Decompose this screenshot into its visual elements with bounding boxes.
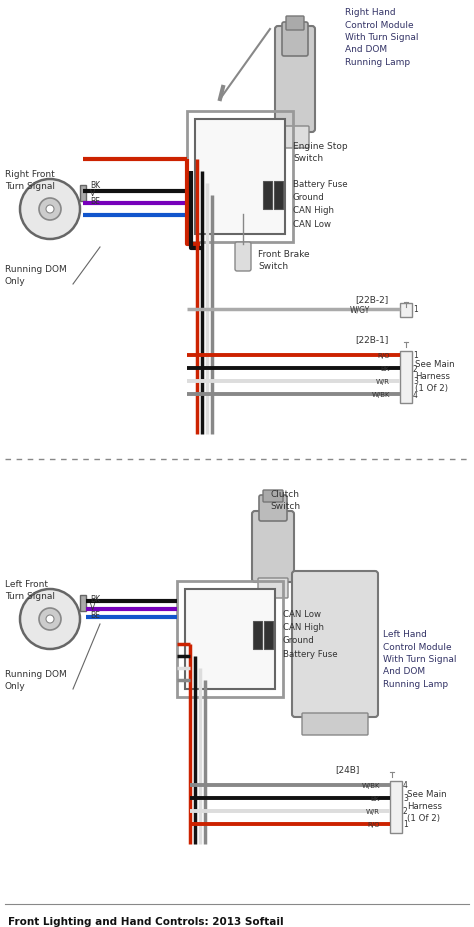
Text: W/R: W/R (366, 808, 380, 814)
Text: 3: 3 (403, 794, 408, 803)
Circle shape (46, 616, 54, 623)
Text: Front Lighting and Hand Controls: 2013 Softail: Front Lighting and Hand Controls: 2013 S… (8, 916, 283, 926)
Text: [24B]: [24B] (335, 764, 359, 773)
Bar (263, 182, 272, 210)
Bar (253, 621, 262, 649)
Text: Running DOM
Only: Running DOM Only (5, 265, 67, 286)
Bar (274, 182, 283, 210)
Text: [22B-1]: [22B-1] (355, 335, 388, 344)
Text: 1: 1 (413, 305, 418, 314)
Bar (187, 112, 293, 243)
Text: Right Front
Turn Signal: Right Front Turn Signal (5, 170, 55, 191)
Text: CAN Low
CAN High
Ground
Battery Fuse: CAN Low CAN High Ground Battery Fuse (283, 609, 337, 658)
FancyBboxPatch shape (275, 27, 315, 133)
Circle shape (46, 206, 54, 214)
FancyBboxPatch shape (252, 512, 294, 582)
Text: [22B-2]: [22B-2] (355, 295, 388, 304)
FancyBboxPatch shape (259, 495, 287, 521)
Text: Running DOM
Only: Running DOM Only (5, 669, 67, 690)
Bar (80, 595, 86, 611)
Bar (390, 781, 402, 833)
Bar (195, 120, 285, 235)
Circle shape (20, 590, 80, 649)
FancyBboxPatch shape (235, 243, 251, 272)
FancyBboxPatch shape (286, 17, 304, 31)
Text: See Main
Harness
(1 Of 2): See Main Harness (1 Of 2) (407, 789, 447, 821)
FancyBboxPatch shape (281, 127, 309, 149)
FancyBboxPatch shape (258, 578, 288, 598)
Text: W/GY: W/GY (350, 305, 370, 314)
Text: 2: 2 (403, 806, 408, 816)
Text: BK: BK (264, 624, 273, 629)
Text: See Main
Harness
(1 Of 2): See Main Harness (1 Of 2) (415, 360, 455, 392)
Text: 1: 1 (403, 819, 408, 829)
FancyBboxPatch shape (292, 571, 378, 717)
Text: V: V (90, 188, 95, 197)
Text: Engine Stop
Switch: Engine Stop Switch (293, 142, 347, 162)
Circle shape (39, 198, 61, 221)
Text: BK: BK (371, 795, 380, 801)
Bar (80, 185, 86, 202)
Bar (185, 590, 275, 690)
Text: BK: BK (264, 184, 272, 190)
Text: BK: BK (90, 181, 100, 189)
Text: Battery Fuse
Ground
CAN High
CAN Low: Battery Fuse Ground CAN High CAN Low (293, 180, 347, 228)
Text: 2: 2 (413, 364, 418, 373)
Text: W/R: W/R (376, 378, 390, 385)
Text: 1: 1 (413, 351, 418, 360)
Text: Left Hand
Control Module
With Turn Signal
And DOM
Running Lamp: Left Hand Control Module With Turn Signa… (383, 629, 456, 688)
Text: W/BK: W/BK (362, 782, 380, 788)
Text: BE: BE (90, 611, 100, 620)
Bar (177, 581, 283, 697)
Bar (264, 621, 273, 649)
Bar (400, 351, 412, 403)
Text: BE: BE (90, 197, 100, 205)
Text: R/O: R/O (377, 352, 390, 359)
Text: BK: BK (253, 624, 262, 629)
FancyBboxPatch shape (282, 23, 308, 57)
Text: R/O: R/O (367, 821, 380, 827)
Text: 4: 4 (403, 781, 408, 790)
Bar (400, 304, 412, 318)
FancyBboxPatch shape (302, 713, 368, 735)
Text: Right Hand
Control Module
With Turn Signal
And DOM
Running Lamp: Right Hand Control Module With Turn Sign… (345, 8, 419, 67)
Text: BK: BK (90, 595, 100, 603)
FancyBboxPatch shape (263, 490, 283, 502)
Circle shape (20, 180, 80, 240)
Text: V: V (90, 603, 95, 612)
Text: W/BK: W/BK (372, 391, 390, 398)
Text: 4: 4 (413, 390, 418, 399)
Circle shape (39, 608, 61, 630)
Text: Left Front
Turn Signal: Left Front Turn Signal (5, 579, 55, 600)
Text: Front Brake
Switch: Front Brake Switch (258, 249, 310, 271)
Text: Clutch
Switch: Clutch Switch (270, 489, 300, 510)
Text: BK: BK (274, 184, 283, 190)
Text: BK: BK (381, 365, 390, 372)
Text: 3: 3 (413, 377, 418, 386)
